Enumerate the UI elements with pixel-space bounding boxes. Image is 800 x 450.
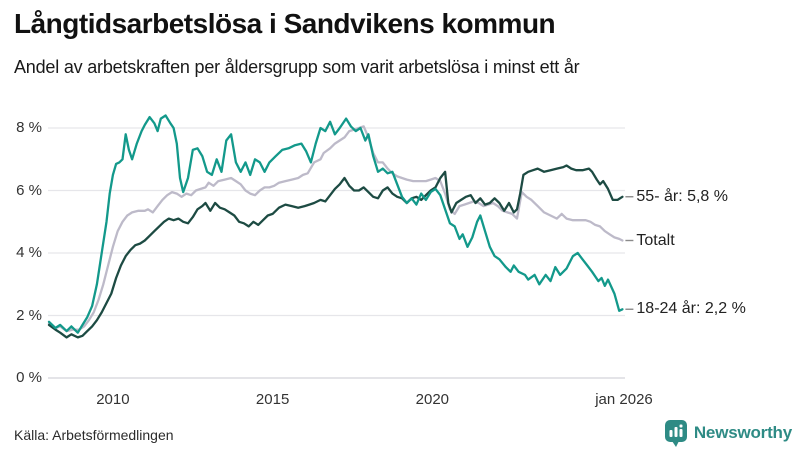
series-label-totalt: Totalt: [636, 231, 675, 249]
series-label-18-24-ar: 18-24 år: 2,2 %: [636, 300, 746, 318]
y-tick-label: 6 %: [16, 181, 42, 199]
x-tick-label: 2015: [255, 391, 290, 408]
newsworthy-wordmark: Newsworthy: [693, 423, 792, 442]
x-tick-label: jan 2026: [595, 391, 653, 408]
newsworthy-icon: [664, 420, 687, 447]
y-tick-label: 4 %: [16, 244, 42, 261]
y-tick-label: 2 %: [16, 306, 42, 324]
series-label-55-ar: 55- år: 5,8 %: [636, 187, 728, 205]
y-tick-label: 8 %: [16, 119, 42, 136]
newsworthy-logo: Newsworthy: [664, 419, 792, 447]
series-line-55-r: [47, 164, 624, 339]
chart-subtitle: Andel av arbetskraften per åldersgrupp s…: [14, 57, 580, 77]
series-line-totalt: [47, 125, 624, 333]
x-tick-label: 2020: [415, 391, 450, 408]
y-tick-label: 0 %: [16, 369, 42, 386]
x-tick-label: 2010: [96, 391, 130, 408]
source-note: Källa: Arbetsförmedlingen: [14, 427, 174, 443]
page-title: Långtidsarbetslösa i Sandvikens kommun: [14, 8, 556, 39]
series-line-18-24-r: [47, 114, 624, 334]
